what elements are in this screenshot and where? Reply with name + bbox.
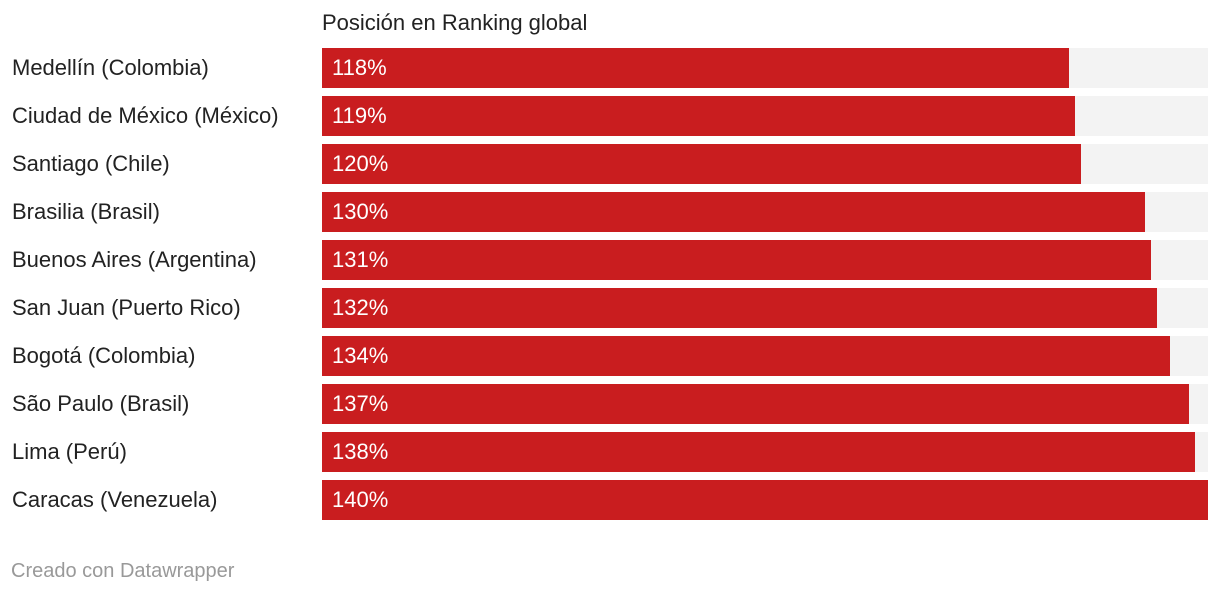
bar-row: Medellín (Colombia) 118% bbox=[0, 48, 1220, 88]
bar-row: Caracas (Venezuela) 140% bbox=[0, 480, 1220, 520]
bar bbox=[322, 48, 1069, 88]
bar-value-label: 132% bbox=[332, 295, 389, 320]
bar-track: 132% bbox=[322, 288, 1208, 328]
category-label: São Paulo (Brasil) bbox=[12, 391, 190, 416]
bar-value-label: 134% bbox=[332, 343, 389, 368]
bar-row: São Paulo (Brasil) 137% bbox=[0, 384, 1220, 424]
category-label: Bogotá (Colombia) bbox=[12, 343, 196, 368]
category-label: Brasilia (Brasil) bbox=[12, 199, 160, 224]
bar bbox=[322, 144, 1081, 184]
bar-track: 131% bbox=[322, 240, 1208, 280]
bar-row: Buenos Aires (Argentina) 131% bbox=[0, 240, 1220, 280]
bar-row: San Juan (Puerto Rico) 132% bbox=[0, 288, 1220, 328]
category-label: San Juan (Puerto Rico) bbox=[12, 295, 241, 320]
bar-row: Bogotá (Colombia) 134% bbox=[0, 336, 1220, 376]
bar-track: 120% bbox=[322, 144, 1208, 184]
bar-value-label: 130% bbox=[332, 199, 389, 224]
bar-track: 118% bbox=[322, 48, 1208, 88]
bar-value-label: 120% bbox=[332, 151, 389, 176]
bar-value-label: 131% bbox=[332, 247, 389, 272]
bar bbox=[322, 432, 1195, 472]
bar-row: Brasilia (Brasil) 130% bbox=[0, 192, 1220, 232]
category-label: Ciudad de México (México) bbox=[12, 103, 279, 128]
bar bbox=[322, 336, 1170, 376]
category-label: Lima (Perú) bbox=[12, 439, 127, 464]
bar bbox=[322, 480, 1208, 520]
category-label: Medellín (Colombia) bbox=[12, 55, 209, 80]
bar-row: Ciudad de México (México) 119% bbox=[0, 96, 1220, 136]
bar bbox=[322, 240, 1151, 280]
datawrapper-credit: Creado con Datawrapper bbox=[11, 560, 235, 582]
bar-value-label: 140% bbox=[332, 487, 389, 512]
bar-track: 140% bbox=[322, 480, 1208, 520]
bar bbox=[322, 96, 1075, 136]
bar bbox=[322, 288, 1157, 328]
bar-value-label: 138% bbox=[332, 439, 389, 464]
category-label: Santiago (Chile) bbox=[12, 151, 170, 176]
bar-row: Lima (Perú) 138% bbox=[0, 432, 1220, 472]
chart-title: Posición en Ranking global bbox=[322, 10, 588, 35]
bar-track: 119% bbox=[322, 96, 1208, 136]
category-label: Caracas (Venezuela) bbox=[12, 487, 218, 512]
bar bbox=[322, 192, 1145, 232]
category-label: Buenos Aires (Argentina) bbox=[12, 247, 257, 272]
bar-value-label: 118% bbox=[332, 55, 387, 80]
bar-track: 130% bbox=[322, 192, 1208, 232]
bar-value-label: 137% bbox=[332, 391, 389, 416]
bar-row: Santiago (Chile) 120% bbox=[0, 144, 1220, 184]
bar-value-label: 119% bbox=[332, 103, 387, 128]
bar-track: 134% bbox=[322, 336, 1208, 376]
bar-track: 137% bbox=[322, 384, 1208, 424]
bar-track: 138% bbox=[322, 432, 1208, 472]
bar bbox=[322, 384, 1189, 424]
